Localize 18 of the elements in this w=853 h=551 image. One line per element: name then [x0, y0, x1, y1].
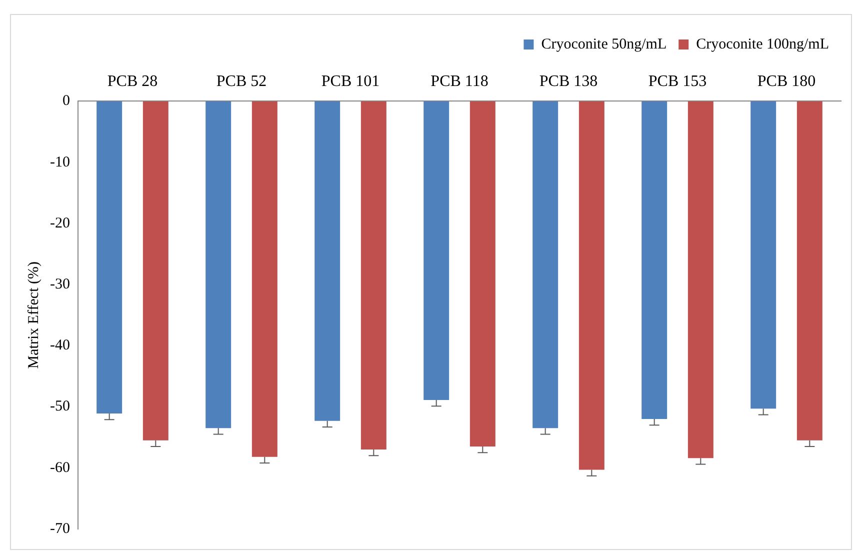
x-tick-label: PCB 101 — [321, 72, 380, 90]
x-tick-label: PCB 28 — [107, 72, 158, 90]
y-tick-label: -60 — [50, 460, 70, 476]
y-tick-label: -70 — [50, 520, 70, 537]
x-tick-label: PCB 153 — [648, 72, 707, 90]
x-tick-label: PCB 118 — [430, 72, 488, 90]
y-tick-label: -30 — [50, 276, 70, 292]
legend-label: Cryoconite 100ng/mL — [696, 36, 830, 52]
y-axis-title: Matrix Effect (%) — [26, 262, 42, 369]
x-tick-label: PCB 138 — [539, 72, 598, 90]
x-tick-label: PCB 180 — [757, 72, 816, 90]
y-tick-label: -10 — [50, 154, 70, 170]
legend-label: Cryoconite 50ng/mL — [541, 36, 667, 52]
y-tick-label: -20 — [50, 215, 70, 232]
y-tick-label: -50 — [50, 398, 70, 415]
y-tick-label: 0 — [62, 93, 70, 110]
x-tick-label: PCB 52 — [216, 72, 267, 90]
y-tick-label: -40 — [50, 338, 70, 354]
